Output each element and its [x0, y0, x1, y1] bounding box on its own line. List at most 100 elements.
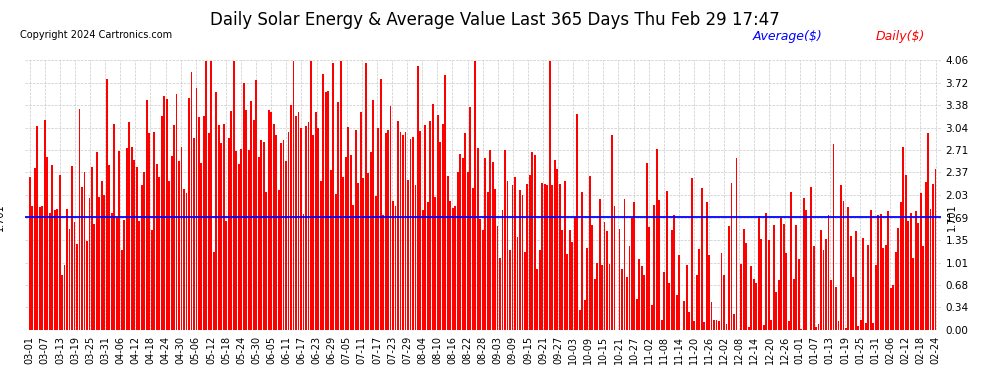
Bar — [385, 133, 386, 330]
Bar — [469, 106, 471, 330]
Bar — [875, 265, 877, 330]
Bar — [823, 250, 825, 330]
Bar — [430, 121, 432, 330]
Bar — [233, 61, 235, 330]
Bar — [728, 226, 730, 330]
Bar — [645, 163, 647, 330]
Text: Daily Solar Energy & Average Value Last 365 Days Thu Feb 29 17:47: Daily Solar Energy & Average Value Last … — [210, 11, 780, 29]
Bar — [639, 259, 641, 330]
Bar — [91, 167, 93, 330]
Bar — [663, 272, 665, 330]
Bar — [425, 125, 427, 330]
Bar — [374, 196, 376, 330]
Bar — [571, 243, 573, 330]
Bar — [512, 185, 514, 330]
Bar — [696, 275, 698, 330]
Bar — [830, 280, 832, 330]
Bar — [544, 184, 545, 330]
Bar — [377, 128, 379, 330]
Bar — [713, 320, 715, 330]
Bar — [73, 222, 75, 330]
Bar — [880, 213, 882, 330]
Bar — [290, 105, 292, 330]
Bar — [828, 215, 830, 330]
Bar — [148, 133, 150, 330]
Bar — [765, 213, 767, 330]
Bar — [658, 200, 660, 330]
Bar — [872, 323, 874, 330]
Bar — [721, 254, 723, 330]
Bar — [785, 254, 787, 330]
Bar — [313, 135, 315, 330]
Bar — [347, 127, 349, 330]
Bar — [594, 279, 596, 330]
Bar — [29, 177, 31, 330]
Bar — [185, 193, 187, 330]
Bar — [83, 172, 85, 330]
Bar — [778, 280, 780, 330]
Bar — [793, 279, 795, 330]
Bar — [435, 198, 437, 330]
Bar — [514, 177, 516, 330]
Bar — [280, 143, 282, 330]
Bar — [845, 328, 846, 330]
Bar — [648, 227, 650, 330]
Bar — [66, 209, 68, 330]
Bar — [362, 178, 364, 330]
Bar — [742, 229, 744, 330]
Bar — [440, 142, 442, 330]
Bar — [492, 162, 493, 330]
Bar — [400, 132, 401, 330]
Bar — [474, 61, 476, 330]
Bar — [537, 269, 539, 330]
Bar — [456, 172, 458, 330]
Bar — [282, 140, 284, 330]
Bar — [624, 200, 626, 330]
Bar — [716, 320, 718, 330]
Bar — [609, 264, 611, 330]
Bar — [548, 61, 550, 330]
Bar — [920, 193, 922, 330]
Bar — [650, 305, 652, 330]
Bar — [753, 279, 754, 330]
Bar — [180, 147, 182, 330]
Bar — [49, 213, 50, 330]
Bar — [335, 194, 337, 330]
Bar — [915, 211, 917, 330]
Bar — [328, 91, 330, 330]
Bar — [499, 258, 501, 330]
Bar — [246, 110, 248, 330]
Bar — [310, 61, 312, 330]
Bar — [703, 322, 705, 330]
Bar — [427, 202, 429, 330]
Bar — [842, 201, 844, 330]
Bar — [553, 160, 555, 330]
Bar — [218, 125, 220, 330]
Bar — [619, 229, 621, 330]
Bar — [415, 185, 417, 330]
Bar — [641, 266, 643, 330]
Bar — [497, 226, 499, 330]
Bar — [359, 112, 361, 330]
Bar — [800, 328, 802, 330]
Bar — [437, 116, 439, 330]
Bar — [522, 195, 524, 330]
Bar — [870, 210, 872, 330]
Bar — [442, 124, 444, 330]
Bar — [139, 221, 141, 330]
Bar — [611, 135, 613, 330]
Bar — [768, 240, 770, 330]
Bar — [706, 202, 708, 330]
Bar — [155, 164, 157, 330]
Bar — [121, 251, 123, 330]
Bar — [461, 158, 463, 330]
Text: Copyright 2024 Cartronics.com: Copyright 2024 Cartronics.com — [20, 30, 172, 40]
Bar — [760, 239, 762, 330]
Bar — [47, 157, 49, 330]
Bar — [340, 61, 342, 330]
Bar — [236, 151, 238, 330]
Bar — [763, 326, 764, 330]
Bar — [333, 63, 335, 330]
Bar — [825, 239, 827, 330]
Bar — [252, 120, 254, 330]
